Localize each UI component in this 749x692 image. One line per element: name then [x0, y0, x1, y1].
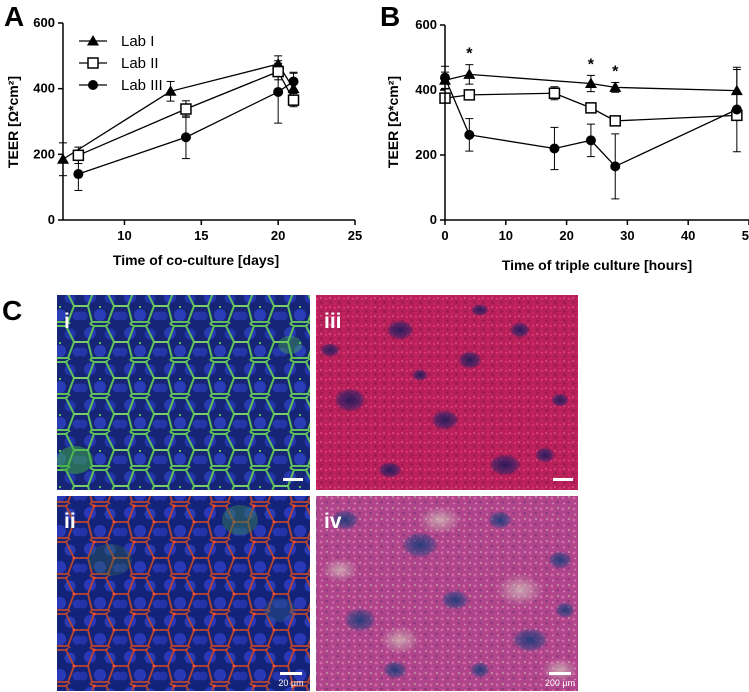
chart-b-point-lab-ii — [548, 87, 561, 99]
chart-a-line-lab-ii — [78, 70, 295, 156]
chart-b-annotations: * * * — [466, 46, 619, 81]
chart-b-ytick-label: 600 — [415, 17, 437, 32]
chart-a-point-lab-ii — [287, 94, 300, 106]
legend-marker-lab-iii — [88, 80, 98, 90]
chart-a-legend: Lab I Lab II Lab III — [79, 33, 163, 94]
chart-b-axes — [444, 25, 749, 221]
chart-a-error-bars — [59, 55, 298, 191]
micrograph-i-label: i — [64, 310, 70, 333]
chart-a-series-lines — [62, 63, 295, 175]
chart-b-ticks: 0 200 400 600 0 10 20 30 40 50 — [415, 17, 749, 243]
chart-a-axes — [62, 23, 355, 221]
legend-label-lab-ii: Lab II — [121, 55, 159, 72]
chart-a-ytick-label: 200 — [33, 146, 55, 161]
chart-a-ytick-label: 600 — [33, 15, 55, 30]
chart-b: 0 200 400 600 0 10 20 30 40 50 * * * Time of triple… — [385, 17, 749, 273]
micrograph-ii-label: ii — [64, 510, 76, 533]
micrograph-iv: iv 200 µm — [316, 496, 578, 691]
chart-a-xlabel: Time of co-culture [days] — [113, 252, 279, 268]
legend-marker-lab-ii — [87, 57, 99, 69]
micrograph-iii-scalebar — [553, 478, 573, 481]
micrograph-ii-scalebar — [280, 672, 302, 675]
chart-a: 0 200 400 600 10 15 20 25 Time of co-culture [d… — [5, 15, 362, 268]
chart-a-xtick-label: 20 — [271, 228, 285, 243]
chart-b-ytick-label: 200 — [415, 147, 437, 162]
chart-a-point-lab-ii — [272, 65, 284, 78]
chart-b-xtick-label: 50 — [742, 228, 749, 243]
chart-a-xtick-label: 25 — [348, 228, 362, 243]
chart-a-line-lab-i — [62, 63, 295, 160]
chart-a-xtick-label: 10 — [117, 228, 131, 243]
chart-b-point-lab-ii — [609, 115, 621, 127]
panel-letter-c: C — [2, 295, 22, 326]
micrograph-ii: ii 20 µm — [57, 496, 310, 691]
chart-b-xtick-label: 40 — [681, 228, 695, 243]
chart-a-ytick-label: 0 — [48, 212, 55, 227]
chart-a-point-lab-iii — [180, 132, 191, 143]
chart-a-xtick-label: 15 — [194, 228, 208, 243]
micrograph-ii-scale-label: 20 µm — [278, 678, 303, 688]
micrograph-iv-scalebar — [549, 672, 571, 675]
chart-b-point-lab-iii — [731, 104, 742, 115]
chart-a-point-lab-ii — [72, 149, 85, 162]
chart-b-xtick-label: 20 — [559, 228, 573, 243]
chart-a-ticks: 0 200 400 600 10 15 20 25 — [33, 15, 362, 243]
legend-label-lab-i: Lab I — [121, 33, 154, 50]
chart-a-point-lab-ii — [180, 103, 192, 115]
chart-a-point-lab-iii — [273, 86, 284, 97]
micrograph-iv-label: iv — [324, 510, 342, 533]
chart-a-point-lab-i — [164, 85, 177, 96]
chart-b-xtick-label: 10 — [499, 228, 513, 243]
chart-b-point-lab-ii — [585, 102, 597, 114]
chart-a-ytick-label: 400 — [33, 81, 55, 96]
chart-b-significance-mark: * — [466, 46, 473, 63]
chart-a-line-lab-iii — [78, 80, 294, 175]
chart-b-point-lab-iii — [585, 135, 596, 146]
panel-letter-a: A — [4, 1, 24, 32]
chart-b-point-lab-i — [730, 84, 743, 96]
chart-b-point-lab-i — [463, 68, 476, 79]
micrograph-iii-blots — [320, 304, 569, 478]
legend-label-lab-iii: Lab III — [121, 77, 163, 94]
micrograph-iii-label: iii — [324, 310, 342, 333]
chart-b-ylabel: TEER [Ω*cm²] — [385, 76, 401, 168]
chart-b-line-lab-iii — [444, 77, 738, 168]
chart-a-point-lab-iii — [73, 169, 84, 180]
micrograph-iv-blots — [322, 506, 578, 682]
chart-a-point-lab-iii — [288, 76, 299, 87]
chart-b-xtick-label: 0 — [441, 228, 448, 243]
chart-b-point-lab-ii — [463, 89, 476, 101]
micrograph-i: i — [57, 295, 310, 490]
chart-b-significance-mark: * — [588, 56, 595, 73]
chart-b-point-lab-iii — [464, 129, 475, 140]
chart-b-point-lab-iii — [549, 143, 560, 154]
chart-b-xtick-label: 30 — [620, 228, 634, 243]
chart-b-xlabel: Time of triple culture [hours] — [502, 257, 692, 273]
chart-b-point-lab-i — [584, 77, 597, 88]
chart-a-markers — [57, 58, 300, 180]
chart-b-point-lab-iii — [610, 161, 621, 172]
chart-b-ytick-label: 400 — [415, 82, 437, 97]
chart-a-ylabel: TEER [Ω*cm²] — [5, 76, 21, 168]
chart-b-significance-mark: * — [612, 64, 619, 81]
panel-letter-b: B — [380, 1, 400, 32]
chart-b-ytick-label: 0 — [430, 212, 437, 227]
micrograph-iii: iii — [316, 295, 578, 490]
micrograph-i-scalebar — [283, 478, 303, 481]
legend-marker-lab-i — [87, 35, 99, 46]
chart-b-point-lab-i — [609, 81, 622, 92]
chart-a-point-lab-i — [287, 82, 300, 94]
micrograph-iv-scale-label: 200 µm — [545, 678, 575, 688]
